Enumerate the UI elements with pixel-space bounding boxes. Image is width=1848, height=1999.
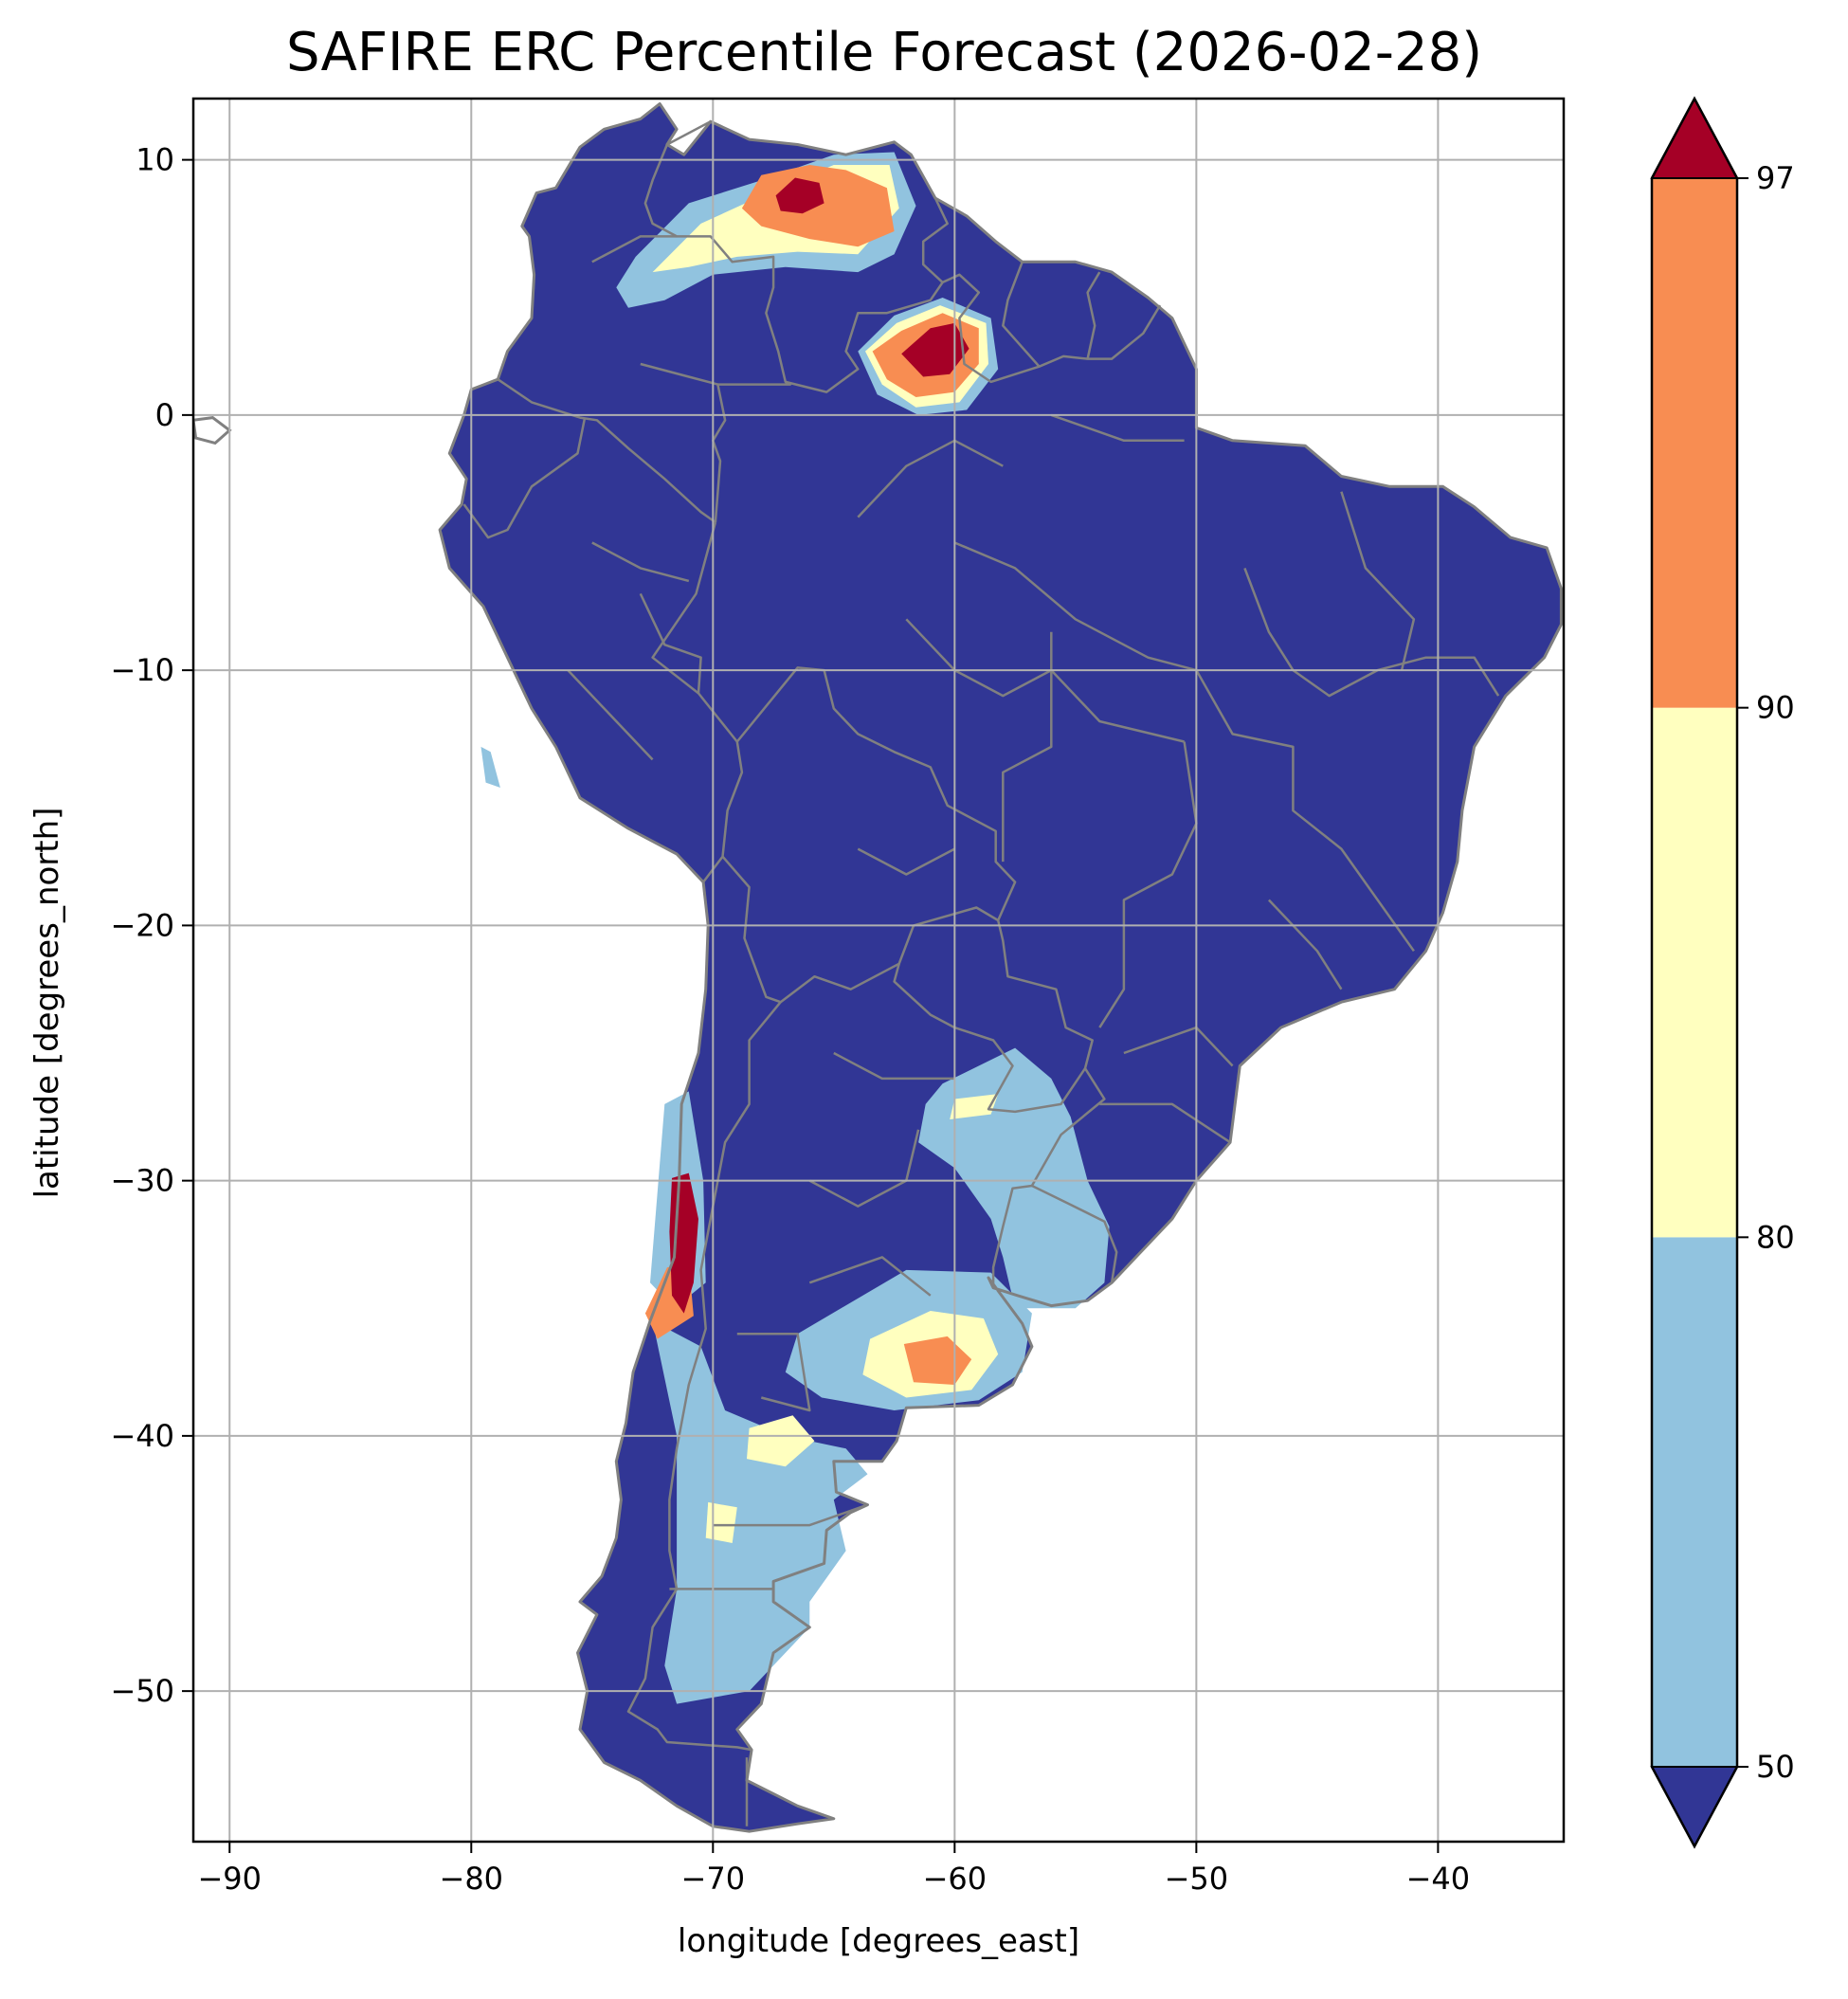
border-line — [991, 1067, 1106, 1288]
plot-frame — [191, 97, 1566, 1844]
border-line — [497, 378, 716, 524]
x-tick-label: −40 — [1406, 1861, 1471, 1897]
border-line — [1243, 567, 1295, 671]
border-line — [591, 541, 690, 583]
y-ticks: 10 0 −10 −20 −30 −40 −50 — [110, 142, 193, 1709]
border-line — [1340, 491, 1416, 671]
x-tick-label: −90 — [197, 1861, 262, 1897]
region-over — [901, 322, 969, 377]
border-line — [640, 362, 718, 386]
admin-borders — [438, 101, 1563, 1833]
y-tick-label: −20 — [110, 907, 174, 943]
border-line — [462, 417, 587, 539]
border-line — [893, 919, 1094, 1114]
x-tick-label: −60 — [923, 1861, 987, 1897]
border-line — [567, 669, 654, 761]
region-b80_90 — [705, 1501, 737, 1543]
border-line — [1267, 899, 1343, 990]
border-line — [1292, 656, 1500, 698]
border-line — [905, 618, 1185, 743]
border-line — [857, 847, 955, 876]
region-b80_90 — [950, 1094, 999, 1119]
border-line — [591, 235, 678, 264]
region-b80_90 — [747, 1415, 815, 1467]
colorbar-tick-label: 80 — [1756, 1219, 1795, 1255]
border-line — [785, 197, 949, 393]
y-tick-label: −30 — [110, 1163, 174, 1199]
x-axis-label: longitude [degrees_east] — [677, 1922, 1080, 1960]
border-line — [626, 855, 782, 1752]
border-line — [1002, 261, 1041, 368]
x-tick-label: −80 — [440, 1861, 504, 1897]
border-line — [1195, 669, 1415, 953]
colorbar-extend-under — [1650, 1766, 1739, 1849]
region-b50_80 — [480, 746, 500, 788]
colorbar-extend-over — [1650, 96, 1739, 179]
y-tick-label: 10 — [136, 142, 174, 178]
x-tick-label: −50 — [1165, 1861, 1229, 1897]
colorbar-tick-label: 90 — [1756, 690, 1795, 726]
colorbar: 50 80 90 97 — [1650, 96, 1795, 1849]
colorbar-tick-label: 97 — [1756, 160, 1795, 196]
y-tick-label: 0 — [155, 397, 174, 433]
x-tick-label: −70 — [681, 1861, 746, 1897]
border-line — [942, 273, 1162, 384]
region-over — [775, 177, 824, 214]
border-line — [1086, 271, 1101, 359]
border-line — [857, 439, 1004, 518]
border-line — [1098, 741, 1198, 1028]
percentile-regions — [480, 152, 1110, 1704]
border-line — [808, 1129, 920, 1208]
x-ticks: −90 −80 −70 −60 −50 −40 — [197, 1842, 1470, 1897]
border-line — [736, 1332, 811, 1412]
border-line — [808, 1256, 932, 1297]
colorbar-segment-b80_90 — [1652, 707, 1737, 1238]
y-tick-label: −50 — [110, 1673, 174, 1709]
chart-title: SAFIRE ERC Percentile Forecast (2026-02-… — [285, 22, 1483, 83]
border-line — [833, 1051, 955, 1081]
border-line — [643, 120, 792, 523]
y-tick-label: −40 — [110, 1418, 174, 1454]
y-tick-label: −10 — [110, 652, 174, 688]
border-line — [713, 1503, 868, 1527]
coastline — [438, 101, 1563, 1833]
gridlines — [193, 99, 1564, 1842]
border-line — [1099, 1102, 1231, 1144]
colorbar-tick-label: 50 — [1756, 1749, 1795, 1785]
region-b50_80 — [652, 1320, 868, 1704]
colorbar-segment-b50_80 — [1652, 1237, 1737, 1767]
island-outline — [193, 416, 232, 445]
border-line — [1050, 413, 1185, 443]
colorbar-segment-b90_97 — [1652, 178, 1737, 708]
border-line — [1002, 631, 1053, 863]
border-line — [1031, 1184, 1118, 1283]
border-line — [953, 541, 1197, 672]
border-line — [735, 666, 1017, 1004]
plot-area — [193, 99, 1564, 1842]
border-line — [639, 592, 702, 694]
